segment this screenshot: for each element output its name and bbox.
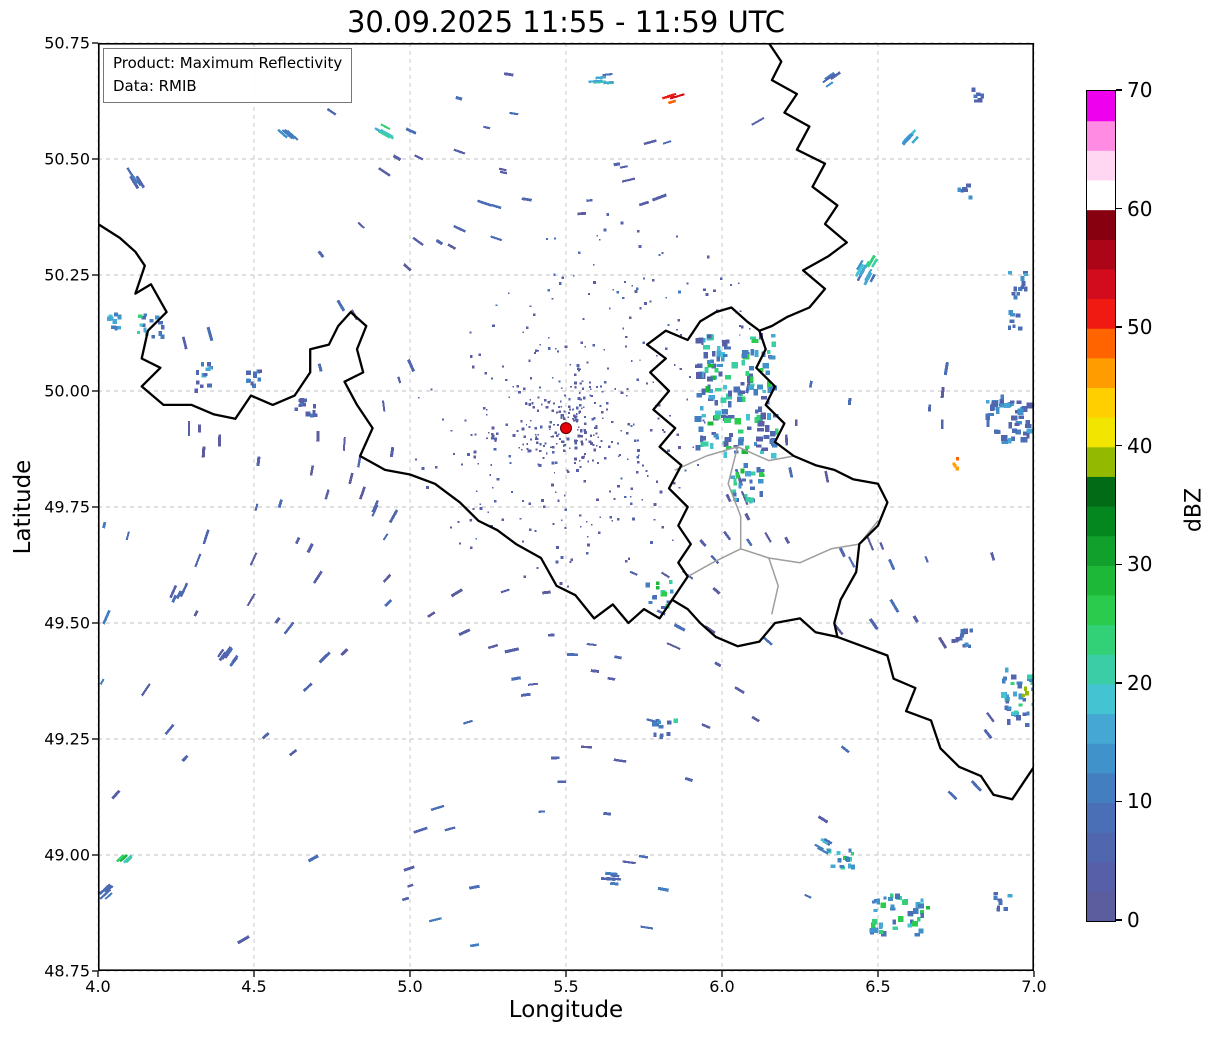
- colorbar-tick-mark: [1116, 89, 1122, 91]
- colorbar-segment: [1087, 624, 1115, 655]
- colorbar-tick-mark: [1116, 207, 1122, 210]
- colorbar-segment: [1087, 594, 1115, 626]
- y-tick-label: 50.50: [44, 149, 90, 169]
- colorbar-tick-label: 0: [1127, 908, 1140, 932]
- y-tick-label: 48.75: [44, 961, 90, 981]
- product-annotation-box: Product: Maximum Reflectivity Data: RMIB: [103, 48, 353, 103]
- colorbar-segment: [1087, 772, 1115, 804]
- colorbar-tick-mark: [1116, 682, 1122, 684]
- annotation-source-line: Data: RMIB: [113, 76, 197, 95]
- colorbar-segment: [1087, 446, 1115, 477]
- axis-tick-marks: [92, 42, 1035, 977]
- colorbar-segment: [1087, 802, 1115, 833]
- colorbar-segment: [1087, 743, 1115, 774]
- y-tick-label: 49.50: [44, 613, 90, 633]
- colorbar-label: dBZ: [1181, 487, 1207, 533]
- colorbar-swatches: [1087, 91, 1115, 922]
- x-tick-label: 6.0: [709, 977, 735, 996]
- colorbar-segment: [1087, 179, 1115, 211]
- x-tick-label: 5.5: [553, 977, 579, 996]
- colorbar-tick-mark: [1116, 326, 1122, 328]
- colorbar-segment: [1087, 387, 1115, 418]
- x-tick-label: 4.5: [241, 977, 267, 996]
- colorbar-segment: [1087, 565, 1115, 596]
- colorbar-segment: [1087, 298, 1115, 329]
- grid-lines: [97, 42, 1035, 972]
- colorbar-tick-mark: [1116, 563, 1122, 565]
- figure-title: 30.09.2025 11:55 - 11:59 UTC: [346, 5, 786, 39]
- y-tick-label: 49.75: [44, 497, 90, 517]
- colorbar-tick-mark: [1116, 919, 1122, 921]
- y-tick-label: 49.25: [44, 729, 90, 749]
- x-tick-label: 6.5: [865, 977, 891, 996]
- colorbar-segment: [1087, 861, 1115, 892]
- y-tick-label: 49.00: [44, 845, 90, 865]
- colorbar-segment: [1087, 150, 1115, 181]
- colorbar-segment: [1087, 239, 1115, 270]
- colorbar-segment: [1087, 506, 1115, 537]
- colorbar-segment: [1087, 91, 1115, 122]
- colorbar-segment: [1087, 683, 1115, 715]
- colorbar-tick-label: 70: [1127, 78, 1153, 102]
- x-axis-label: Longitude: [508, 997, 624, 1023]
- colorbar-tick-mark: [1116, 800, 1122, 803]
- x-tick-label: 7.0: [1021, 977, 1047, 996]
- radar-site-marker: [560, 422, 572, 435]
- country-borders: [98, 43, 1034, 801]
- colorbar-segment: [1087, 476, 1115, 507]
- colorbar-segment: [1087, 535, 1115, 566]
- y-tick-label: 50.75: [44, 33, 90, 53]
- colorbar-segment: [1087, 268, 1115, 300]
- plot-area: Product: Maximum Reflectivity Data: RMIB: [92, 42, 1035, 977]
- plot-frame-border: [98, 43, 1035, 972]
- colorbar-segment: [1087, 120, 1115, 151]
- colorbar-tick-mark: [1116, 445, 1122, 447]
- colorbar-segment: [1087, 832, 1115, 863]
- map-canvas: [92, 42, 1035, 977]
- district-borders: [674, 445, 879, 615]
- colorbar-tick-label: 10: [1127, 789, 1153, 814]
- colorbar: [1086, 90, 1116, 922]
- y-tick-label: 50.00: [44, 381, 90, 401]
- colorbar-segment: [1087, 328, 1115, 359]
- colorbar-tick-label: 50: [1127, 315, 1153, 340]
- y-tick-label: 50.25: [44, 265, 90, 285]
- colorbar-segment: [1087, 713, 1115, 744]
- annotation-product-line: Product: Maximum Reflectivity: [113, 54, 343, 72]
- radar-echoes: [98, 71, 1034, 971]
- colorbar-tick-label: 60: [1127, 196, 1153, 221]
- colorbar-tick-label: 20: [1127, 670, 1153, 695]
- colorbar-tick-label: 40: [1127, 433, 1153, 458]
- colorbar-segment: [1087, 417, 1115, 448]
- colorbar-tick-label: 30: [1127, 552, 1153, 577]
- x-tick-label: 4.0: [85, 977, 111, 996]
- colorbar-segment: [1087, 654, 1115, 685]
- colorbar-segment: [1087, 891, 1115, 922]
- x-tick-label: 5.0: [397, 977, 423, 996]
- colorbar-segment: [1087, 209, 1115, 240]
- colorbar-segment: [1087, 357, 1115, 389]
